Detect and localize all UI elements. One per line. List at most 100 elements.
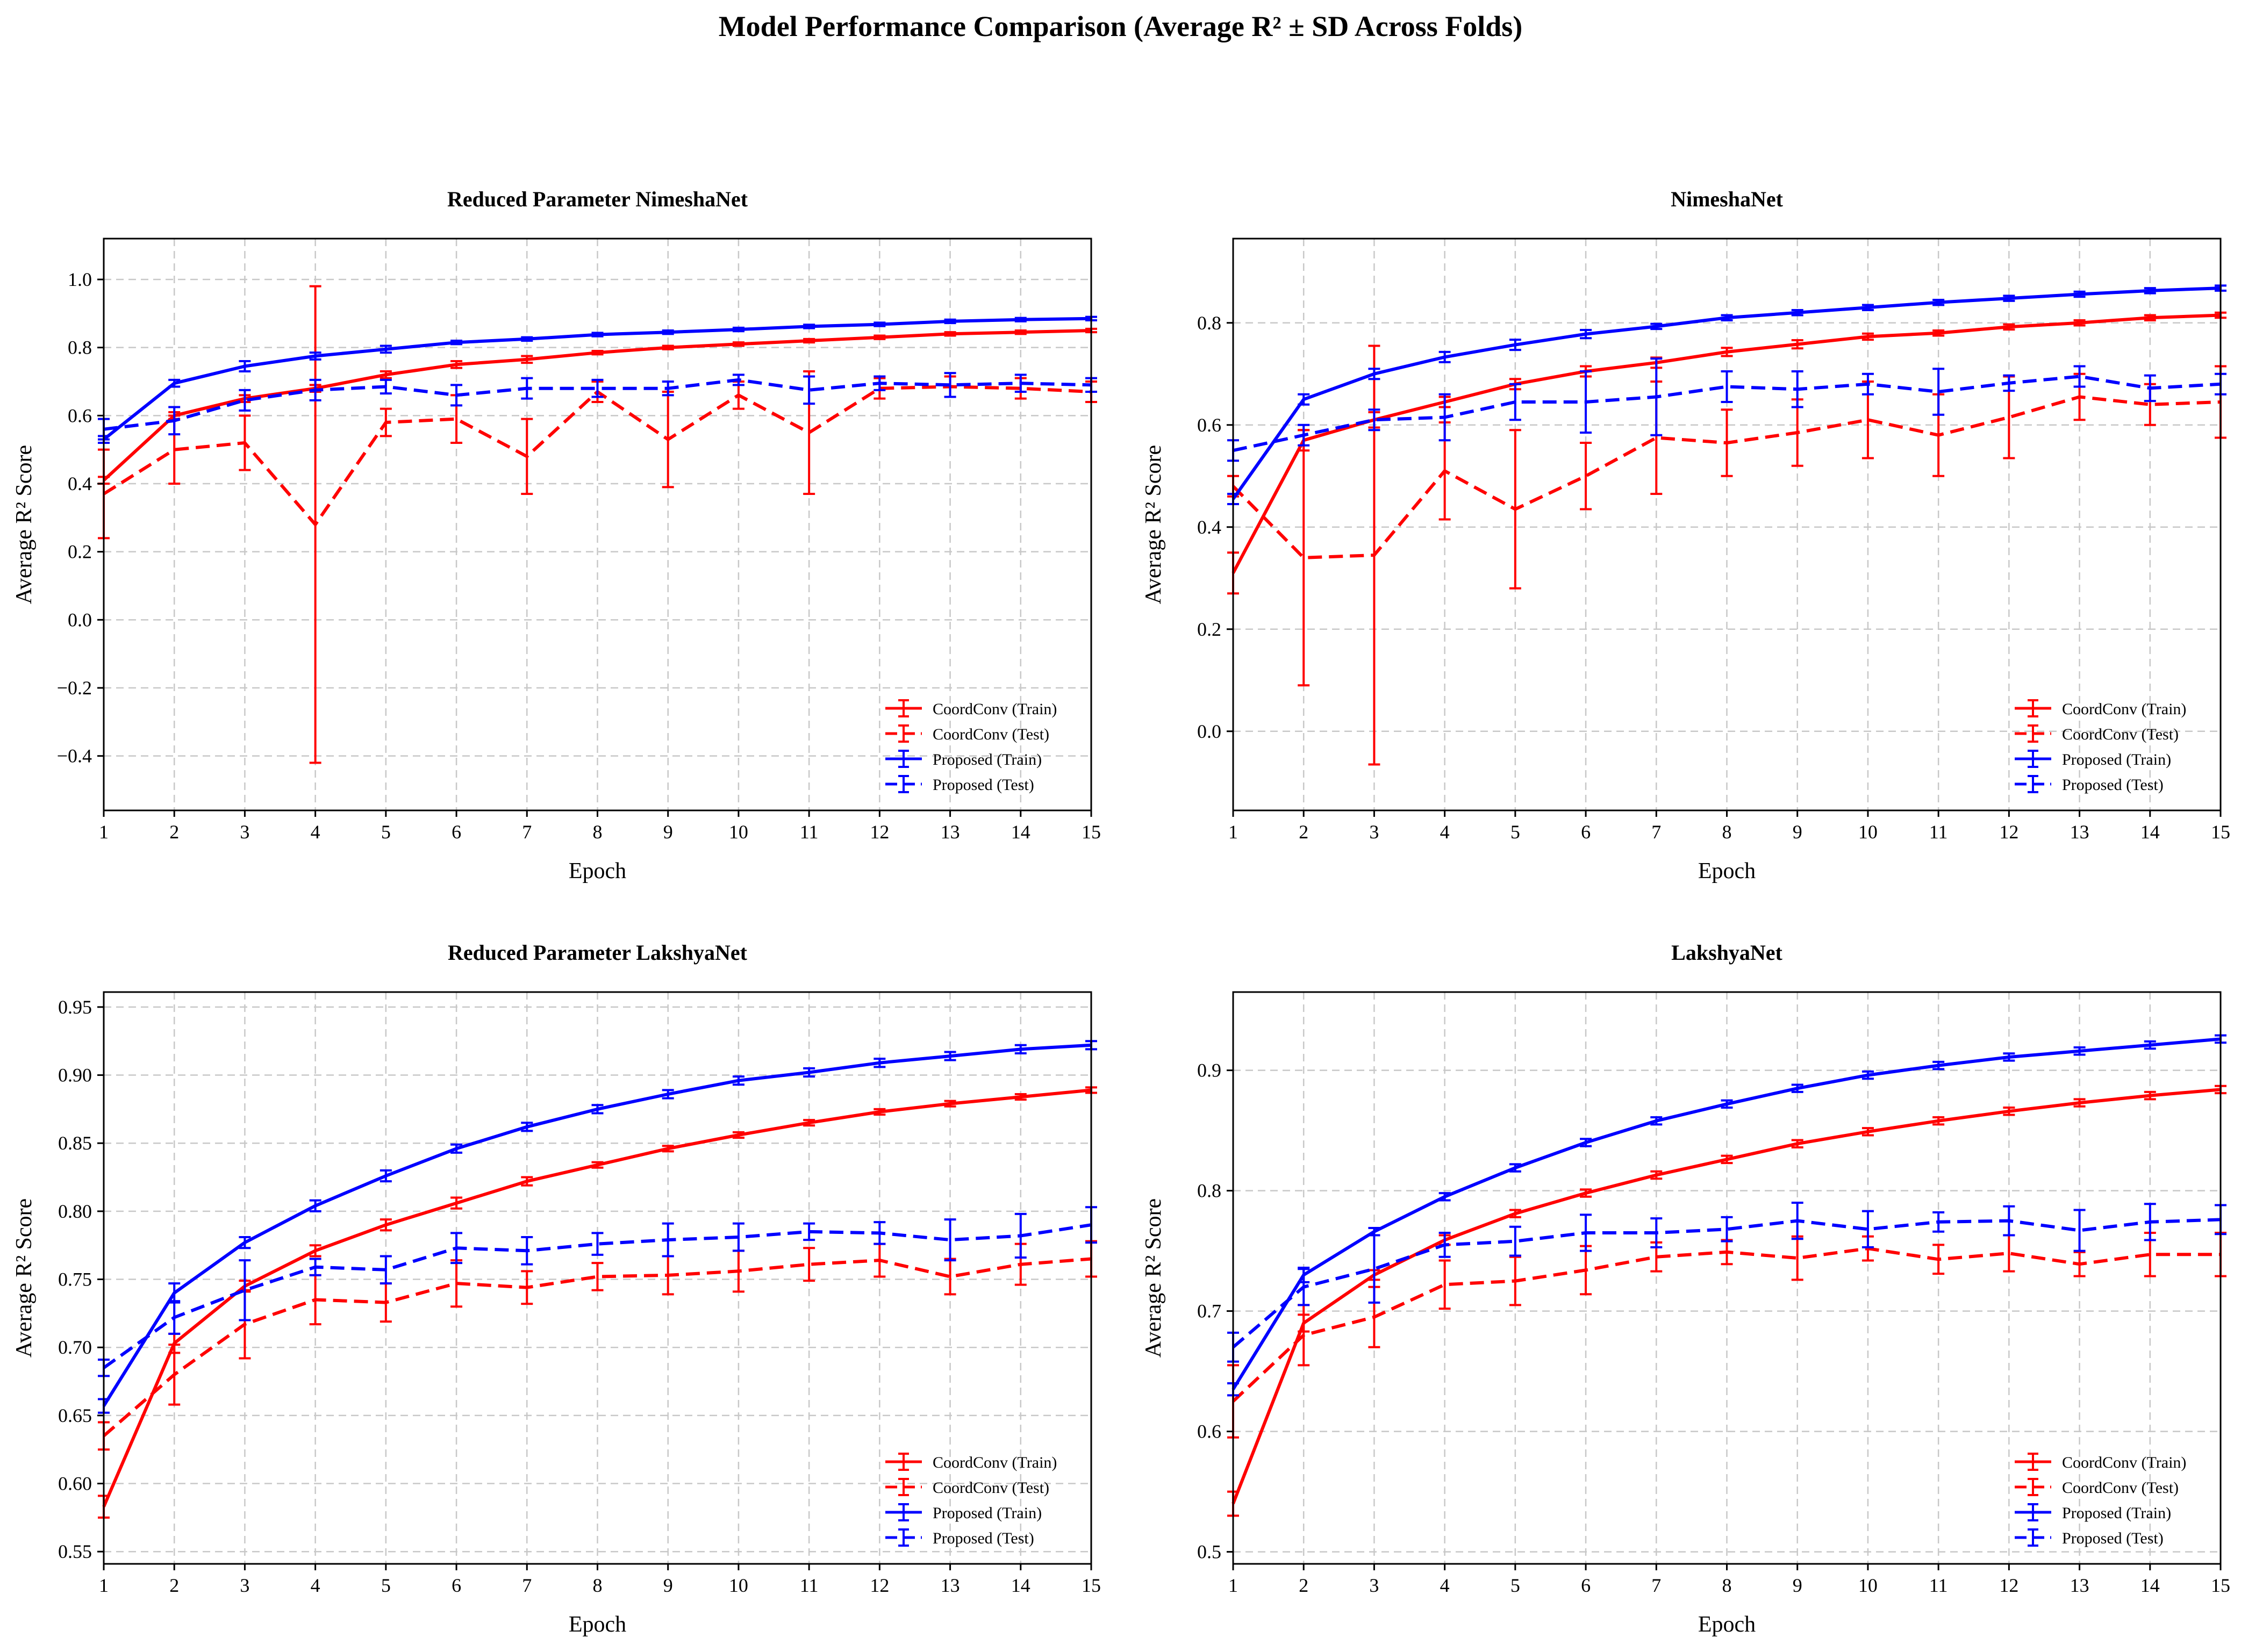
y-tick-label: 0.5	[1197, 1541, 1221, 1563]
y-tick-label: 0.0	[68, 609, 92, 630]
series-line-proposed-test	[103, 1223, 1092, 1369]
y-tick-label: 0.70	[58, 1337, 92, 1358]
panel-title: Reduced Parameter LakshyaNet	[448, 940, 748, 965]
panel-2: 1 2 3 4 5 6 7 8 9 10 11 12 13 14 150.00.20.40.60.8Nime…	[1141, 187, 2230, 884]
y-tick-label: 0.80	[58, 1201, 92, 1222]
legend-label: CoordConv (Test)	[933, 1479, 1049, 1497]
y-tick-label: 0.6	[68, 405, 92, 426]
y-axis-label: Average R² Score	[1141, 1198, 1166, 1357]
y-tick-label: 0.8	[68, 337, 92, 358]
x-tick-label: 14	[2140, 1575, 2160, 1596]
y-tick-label: 1.0	[68, 269, 92, 290]
y-tick-label: 0.60	[58, 1473, 92, 1495]
x-tick-label: 5	[381, 1575, 391, 1596]
legend-label: Proposed (Test)	[933, 1529, 1034, 1547]
legend-label: Proposed (Test)	[2062, 1529, 2164, 1547]
x-tick-label: 1	[99, 821, 109, 843]
x-tick-label: 7	[522, 821, 532, 843]
x-tick-label: 14	[1011, 1575, 1030, 1596]
x-tick-label: 9	[663, 1575, 673, 1596]
y-axis-label: Average R² Score	[12, 1198, 37, 1357]
y-tick-label: 0.75	[58, 1269, 92, 1290]
x-tick-label: 2	[1299, 1575, 1308, 1596]
x-tick-label: 9	[663, 821, 673, 843]
legend-label: Proposed (Train)	[933, 1504, 1042, 1522]
x-tick-label: 10	[729, 1575, 748, 1596]
legend-label: Proposed (Train)	[933, 751, 1042, 768]
panel-title: Reduced Parameter NimeshaNet	[447, 187, 748, 211]
x-tick-label: 11	[800, 1575, 819, 1596]
x-tick-label: 1	[1228, 821, 1238, 843]
y-tick-label: 0.85	[58, 1132, 92, 1154]
x-tick-label: 15	[1082, 1575, 1101, 1596]
legend-label: Proposed (Train)	[2062, 751, 2171, 768]
x-tick-label: 6	[1581, 821, 1591, 843]
panel-title: NimeshaNet	[1671, 187, 1784, 211]
x-tick-label: 4	[311, 821, 320, 843]
series-line-coordconv-test	[103, 1257, 1092, 1438]
y-tick-label: 0.9	[1197, 1060, 1221, 1081]
x-tick-label: 5	[381, 821, 391, 843]
series-line-proposed-test	[1233, 375, 2221, 452]
legend-label: CoordConv (Train)	[933, 1454, 1057, 1471]
y-axis-label: Average R² Score	[12, 445, 37, 604]
y-tick-label: −0.2	[57, 677, 92, 699]
legend-label: CoordConv (Test)	[2062, 726, 2179, 743]
x-tick-label: 10	[1858, 821, 1878, 843]
x-tick-label: 13	[941, 821, 960, 843]
legend: CoordConv (Train) CoordConv (Test) Propose…	[885, 699, 1057, 794]
panel-4: 1 2 3 4 5 6 7 8 9 10 11 12 13 14 150.50.60.70.80.9Laks…	[1141, 940, 2230, 1637]
y-axis-label: Average R² Score	[1141, 445, 1166, 604]
x-tick-label: 10	[729, 821, 748, 843]
legend-label: CoordConv (Train)	[2062, 1454, 2186, 1471]
x-tick-label: 5	[1510, 821, 1520, 843]
x-tick-label: 11	[800, 821, 819, 843]
x-tick-label: 6	[452, 1575, 461, 1596]
x-tick-label: 13	[941, 1575, 960, 1596]
series-line-proposed-test	[103, 378, 1092, 431]
y-tick-label: 0.6	[1197, 414, 1221, 436]
panel-1: 1 2 3 4 5 6 7 8 9 10 11 12 13 14 15−0.4−0.20.00.20.40.…	[12, 187, 1101, 884]
y-tick-label: 0.6	[1197, 1421, 1221, 1442]
x-tick-label: 1	[99, 1575, 109, 1596]
x-tick-label: 15	[2211, 1575, 2230, 1596]
x-tick-label: 15	[2211, 821, 2230, 843]
y-tick-label: 0.2	[68, 541, 92, 563]
y-tick-label: 0.0	[1197, 721, 1221, 742]
x-axis-label: Epoch	[1698, 1612, 1756, 1637]
y-tick-label: 0.7	[1197, 1301, 1221, 1322]
x-tick-label: 4	[1440, 821, 1450, 843]
x-tick-label: 4	[1440, 1575, 1450, 1596]
y-tick-label: 0.4	[1197, 516, 1221, 538]
x-axis-label: Epoch	[569, 859, 626, 884]
y-tick-label: 0.90	[58, 1065, 92, 1086]
x-axis-label: Epoch	[1698, 859, 1756, 884]
x-tick-label: 9	[1793, 1575, 1802, 1596]
figure-title: Model Performance Comparison (Average R²…	[718, 10, 1523, 42]
x-tick-label: 2	[169, 1575, 179, 1596]
x-tick-label: 12	[1999, 1575, 2018, 1596]
x-tick-label: 6	[452, 821, 461, 843]
y-tick-label: 0.8	[1197, 312, 1221, 334]
x-tick-label: 3	[1369, 821, 1379, 843]
legend-label: Proposed (Train)	[2062, 1504, 2171, 1522]
x-tick-label: 15	[1082, 821, 1101, 843]
x-tick-label: 9	[1793, 821, 1802, 843]
legend-label: CoordConv (Train)	[2062, 700, 2186, 718]
legend-label: CoordConv (Test)	[2062, 1479, 2179, 1497]
y-tick-label: 0.55	[58, 1541, 92, 1562]
panel-title: LakshyaNet	[1671, 940, 1782, 965]
legend-label: Proposed (Test)	[933, 776, 1034, 794]
legend-label: CoordConv (Test)	[933, 726, 1049, 743]
panel-3: 1 2 3 4 5 6 7 8 9 10 11 12 13 14 150.550.600.650.700.7…	[12, 940, 1101, 1637]
y-tick-label: 0.95	[58, 996, 92, 1018]
y-tick-label: −0.4	[57, 745, 92, 767]
x-tick-label: 8	[1722, 821, 1732, 843]
series-line-proposed-test	[1232, 1218, 2221, 1349]
y-tick-label: 0.2	[1197, 619, 1221, 640]
legend: CoordConv (Train) CoordConv (Test) Propose…	[885, 1453, 1057, 1547]
y-tick-label: 0.8	[1197, 1180, 1221, 1202]
x-tick-label: 11	[1929, 1575, 1948, 1596]
x-tick-label: 4	[311, 1575, 320, 1596]
